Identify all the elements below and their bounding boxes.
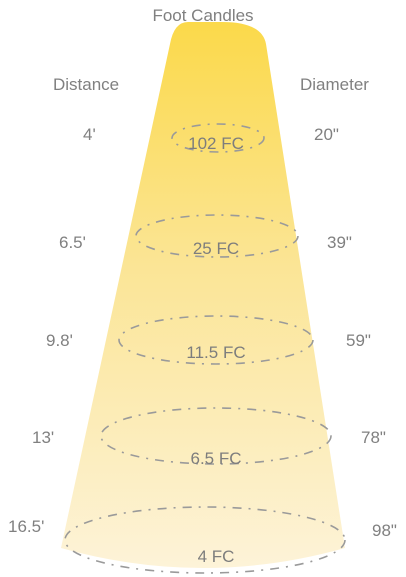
- foot-candle-value-4: 6.5 FC: [190, 449, 242, 468]
- foot-candle-value-3: 11.5 FC: [186, 343, 246, 362]
- diameter-label-4: 78": [361, 428, 386, 447]
- foot-candle-value-2: 25 FC: [192, 239, 240, 258]
- beam-ring-5: [64, 506, 346, 574]
- distance-label-2: 6.5': [59, 233, 86, 252]
- distance-label-3: 9.8': [46, 331, 73, 350]
- beam-ring-3: [118, 315, 314, 365]
- distance-label-5: 16.5': [8, 517, 45, 536]
- distance-label-4: 13': [32, 428, 55, 447]
- diameter-label-1: 20": [314, 125, 339, 144]
- beam-shape: [61, 22, 345, 568]
- beam-ring-4: [100, 407, 332, 465]
- beam-ring-2: [135, 214, 299, 258]
- diameter-header: Diameter: [300, 75, 369, 94]
- distance-header: Distance: [53, 75, 120, 94]
- beam-rings: [64, 123, 346, 574]
- foot-candle-value-1: 102 FC: [188, 134, 244, 153]
- foot-candle-value-5: 4 FC: [197, 547, 235, 566]
- diameter-label-3: 59": [346, 331, 371, 350]
- diagram-title: Foot Candles: [152, 6, 254, 25]
- diameter-label-2: 39": [327, 233, 352, 252]
- distance-label-1: 4': [83, 125, 96, 144]
- beam-ring-1: [171, 123, 265, 153]
- diameter-label-5: 98": [372, 521, 397, 540]
